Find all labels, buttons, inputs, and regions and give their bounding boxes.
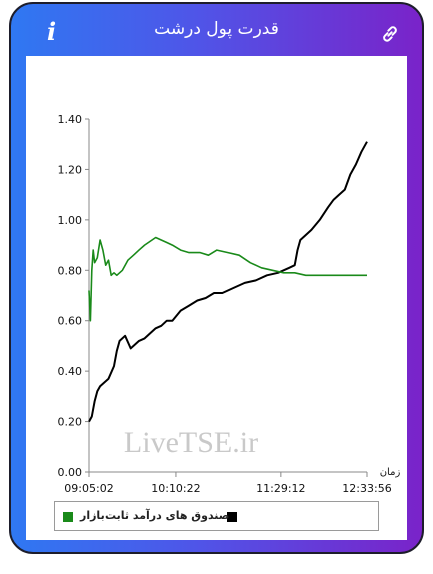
y-tick-label: 1.20: [58, 163, 83, 176]
y-tick-label: 0.20: [58, 416, 83, 429]
y-tick-label: 0.00: [58, 466, 83, 479]
x-tick-label: 11:29:12: [256, 482, 305, 495]
legend-label-funds: صندوق های درآمد ثابت: [105, 509, 230, 522]
series-line-1: [88, 236, 367, 322]
legend-swatch-market: [63, 512, 73, 522]
legend-label-market: بازار: [80, 509, 105, 522]
widget-frame: i قدرت پول درشت LiveTSE.ir زمان 0.00 0.20…: [9, 2, 424, 554]
link-icon[interactable]: [380, 24, 400, 44]
y-tick-label: 1.40: [58, 113, 83, 126]
line-chart: LiveTSE.ir زمان 0.00 0.20 0.40 0.60 0.80 1.00…: [58, 113, 401, 495]
y-tick-label: 0.80: [58, 264, 83, 277]
x-tick-label: 10:10:22: [151, 482, 200, 495]
x-tick-label: 09:05:02: [64, 482, 113, 495]
chart-panel: LiveTSE.ir زمان 0.00 0.20 0.40 0.60 0.80 1.00…: [26, 56, 407, 540]
y-tick-label: 1.00: [58, 214, 83, 227]
chart-legend: صندوق های درآمد ثابت بازار: [54, 501, 379, 531]
x-tick-label: 12:33:56: [342, 482, 391, 495]
watermark: LiveTSE.ir: [124, 426, 258, 459]
y-tick-label: 0.60: [58, 315, 83, 328]
header: i قدرت پول درشت: [11, 4, 422, 56]
page-title: قدرت پول درشت: [154, 19, 279, 39]
legend-swatch-funds: [227, 512, 237, 522]
info-icon[interactable]: i: [47, 17, 57, 46]
series-line-0: [88, 141, 368, 423]
x-axis-label: زمان: [380, 467, 401, 478]
y-tick-label: 0.40: [58, 365, 83, 378]
